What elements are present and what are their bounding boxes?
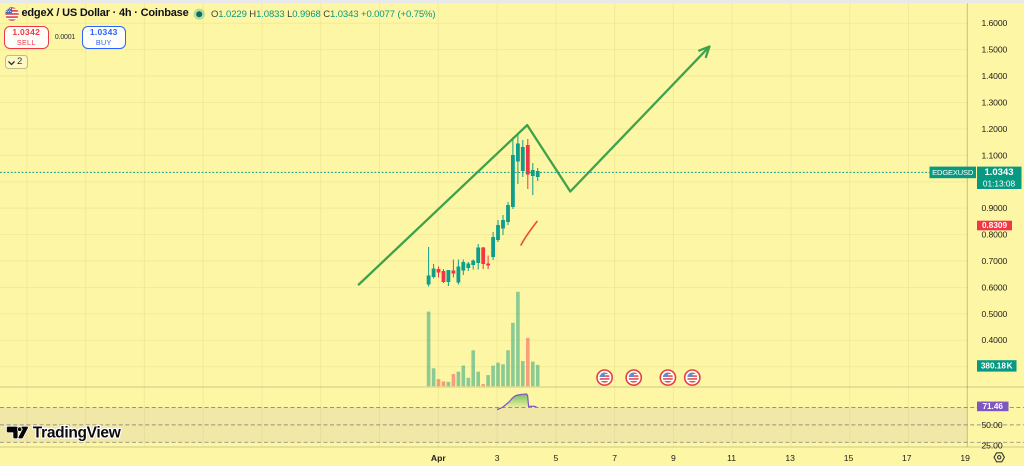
svg-text:0.6000: 0.6000 — [982, 282, 1008, 292]
svg-text:17: 17 — [902, 453, 912, 463]
svg-text:EDGEXUSD: EDGEXUSD — [932, 168, 974, 177]
svg-text:11: 11 — [727, 453, 736, 463]
svg-text:19: 19 — [960, 453, 970, 463]
svg-text:3: 3 — [495, 453, 500, 463]
svg-text:5: 5 — [554, 453, 559, 463]
svg-text:1.3000: 1.3000 — [982, 98, 1008, 108]
svg-text:9: 9 — [671, 453, 676, 463]
svg-text:01:13:08: 01:13:08 — [983, 179, 1016, 189]
svg-text:7: 7 — [612, 453, 617, 463]
svg-text:TradingView: TradingView — [33, 425, 122, 442]
svg-text:0.4000: 0.4000 — [982, 335, 1008, 345]
svg-text:0.7000: 0.7000 — [982, 256, 1008, 266]
svg-text:1.4000: 1.4000 — [982, 71, 1008, 81]
svg-text:0.9000: 0.9000 — [982, 203, 1008, 213]
svg-text:50.00: 50.00 — [982, 420, 1003, 430]
svg-text:15: 15 — [844, 453, 854, 463]
svg-text:1.1000: 1.1000 — [982, 150, 1008, 160]
svg-text:1.0343: 1.0343 — [984, 167, 1013, 178]
svg-text:0.8000: 0.8000 — [982, 230, 1008, 240]
svg-text:13: 13 — [785, 453, 795, 463]
svg-text:1.6000: 1.6000 — [982, 18, 1008, 28]
svg-text:71.46: 71.46 — [982, 402, 1003, 411]
svg-text:0.5000: 0.5000 — [982, 309, 1008, 319]
svg-text:1.2000: 1.2000 — [982, 124, 1008, 134]
svg-text:Apr: Apr — [431, 453, 446, 463]
svg-text:380.18 K: 380.18 K — [981, 362, 1013, 371]
svg-text:1.5000: 1.5000 — [982, 45, 1008, 55]
svg-text:25.00: 25.00 — [982, 441, 1003, 451]
svg-text:0.8309: 0.8309 — [982, 221, 1007, 230]
